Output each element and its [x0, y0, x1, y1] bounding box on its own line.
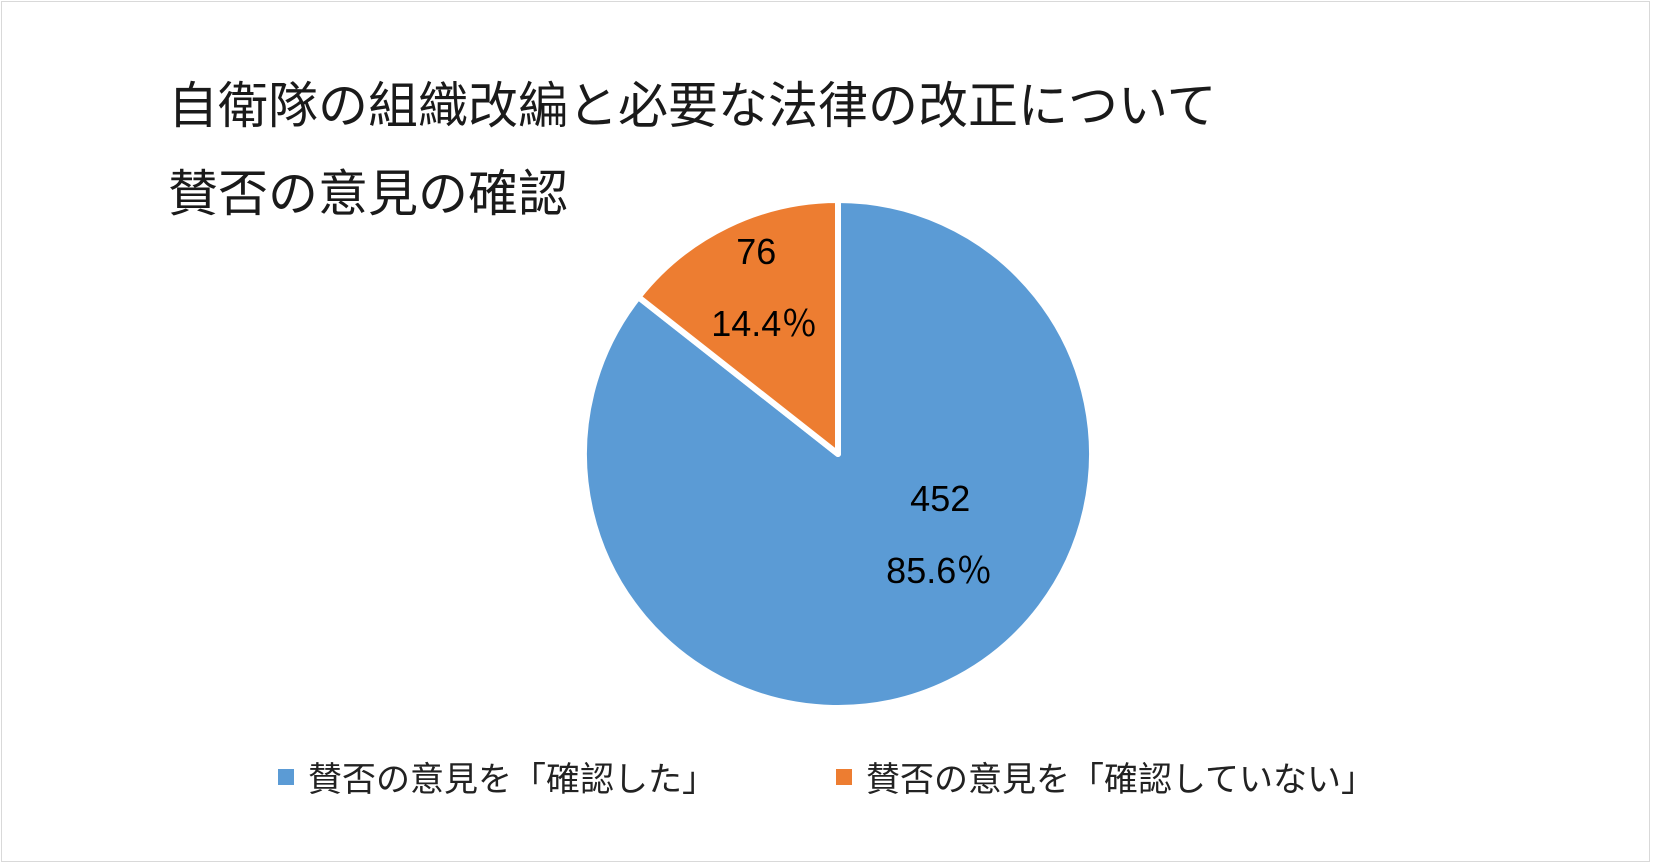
pie-slice-not-confirmed[interactable]	[635, 197, 841, 457]
legend-item-confirmed[interactable]: 賛否の意見を「確認した」	[278, 752, 716, 801]
data-label-not-confirmed-value: 76	[736, 231, 776, 272]
data-label-confirmed-value: 452	[910, 478, 970, 519]
legend-label-confirmed: 賛否の意見を「確認した」	[308, 760, 716, 800]
legend-item-not-confirmed[interactable]: 賛否の意見を「確認していない」	[836, 752, 1375, 801]
data-label-not-confirmed-percent: 14.4％	[711, 303, 817, 344]
legend-swatch-confirmed	[278, 768, 294, 785]
chart-title: 自衛隊の組織改編と必要な法律の改正について 賛否の意見の確認	[168, 62, 1217, 238]
chart-title-line-2: 賛否の意見の確認	[168, 165, 568, 223]
chart-title-line-1: 自衛隊の組織改編と必要な法律の改正について	[168, 77, 1217, 135]
legend-label-not-confirmed: 賛否の意見を「確認していない」	[866, 760, 1375, 800]
legend: 賛否の意見を「確認した」 賛否の意見を「確認していない」	[0, 752, 1653, 801]
legend-swatch-not-confirmed	[836, 768, 852, 785]
data-label-confirmed-percent: 85.6％	[886, 550, 992, 591]
